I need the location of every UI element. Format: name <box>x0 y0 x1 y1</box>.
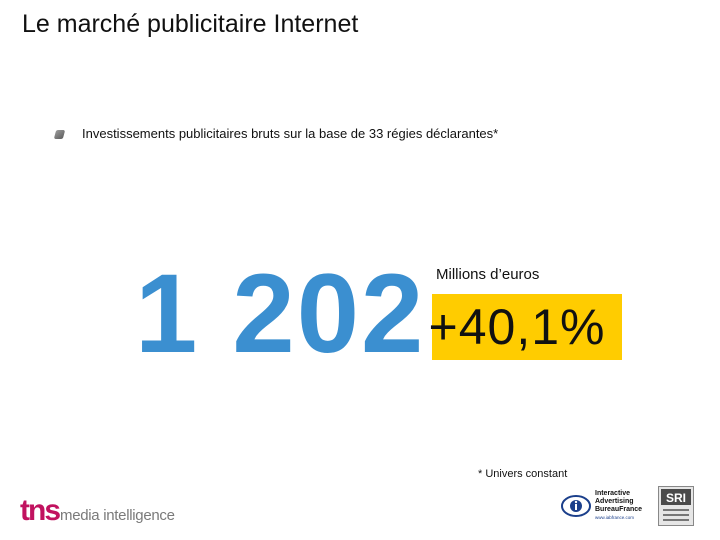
growth-value: +40,1% <box>428 299 606 355</box>
tns-wordmark: tns <box>20 494 61 527</box>
bullet-icon <box>53 130 66 139</box>
tns-tagline: media intelligence <box>60 507 175 524</box>
page-title: Le marché publicitaire Internet <box>22 10 359 38</box>
footnote: * Univers constant <box>478 468 568 480</box>
iab-line1: Interactive <box>595 490 630 497</box>
tns-media-intelligence-logo: tns media intelligence <box>20 482 175 526</box>
iab-france-logo: Interactive Advertising BureauFrance www… <box>561 490 642 520</box>
subtitle: Investissements publicitaires bruts sur … <box>82 126 499 141</box>
iab-url: www.iabfrance.com <box>595 515 634 520</box>
sri-wordmark: SRI <box>666 491 686 505</box>
iab-line2: Advertising <box>595 498 634 505</box>
iab-line3: BureauFrance <box>595 506 642 513</box>
growth-badge: +40,1% <box>428 294 622 360</box>
key-figure: 1 202 <box>135 251 426 376</box>
sri-logo: SRI <box>658 486 694 526</box>
figure-unit: Millions d’euros <box>436 266 540 283</box>
